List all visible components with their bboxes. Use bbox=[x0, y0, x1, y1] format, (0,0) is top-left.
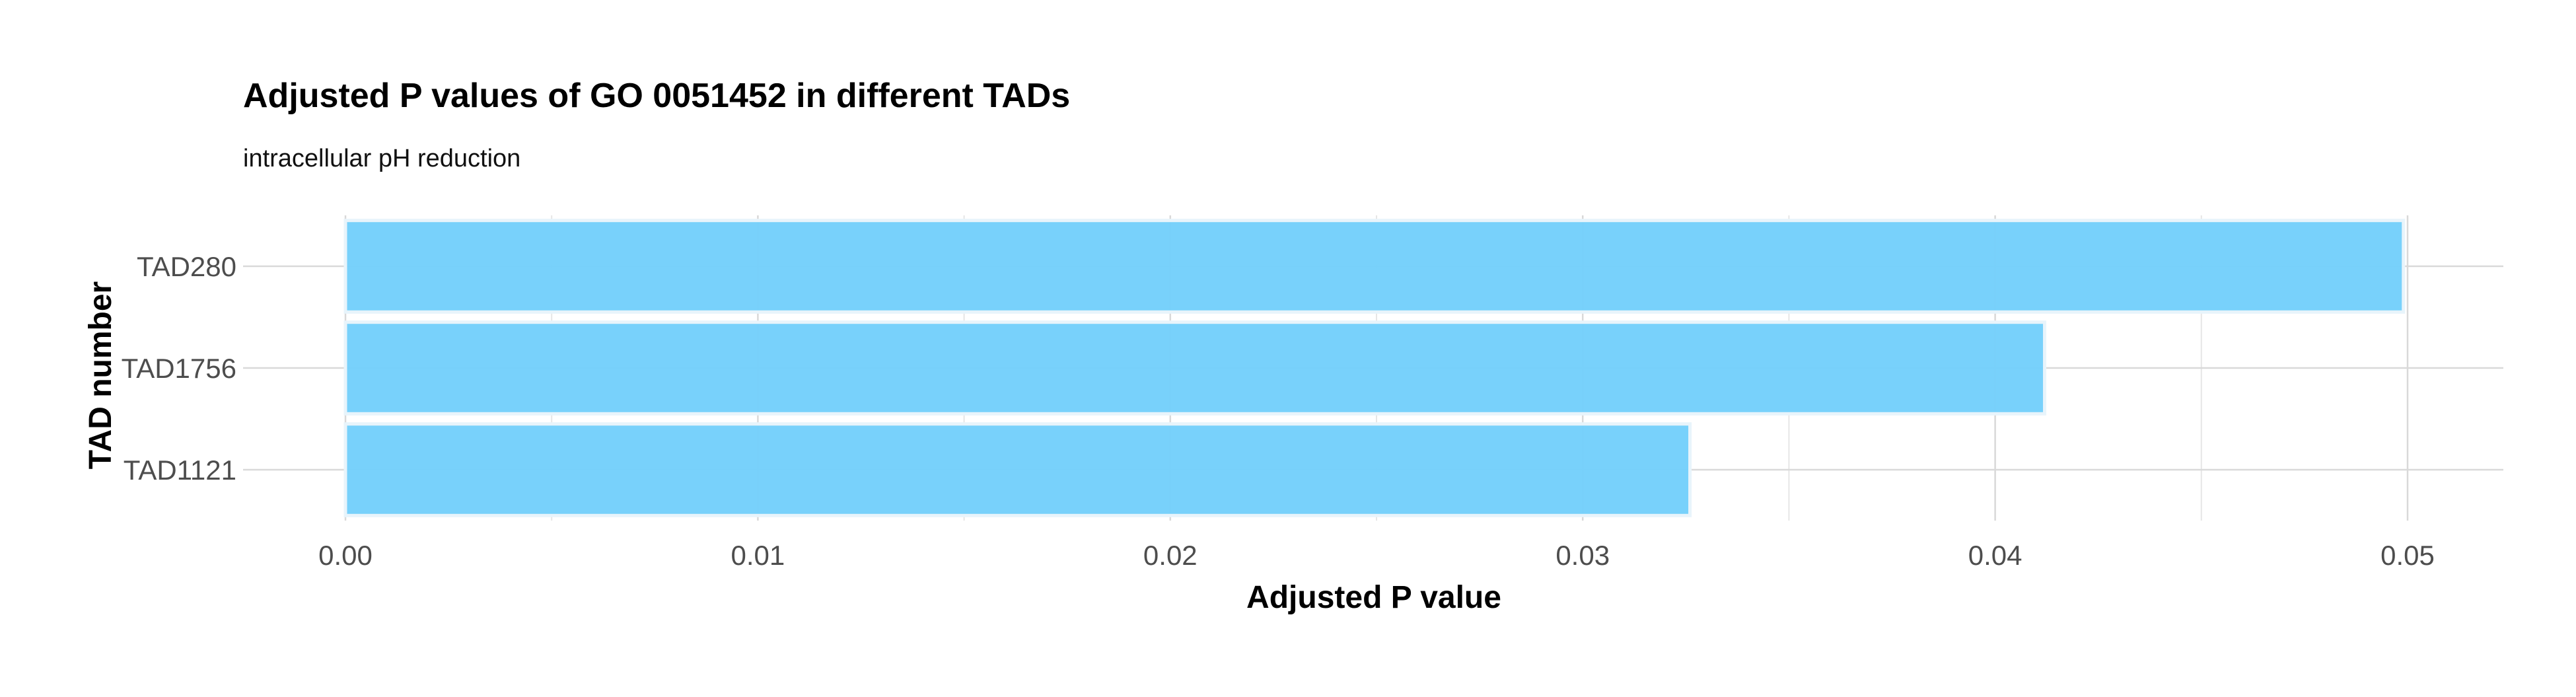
x-tick-label: 0.02 bbox=[1143, 540, 1198, 571]
tick-labels: 0.00 0.01 0.02 0.03 0.04 0.05 TAD280 TAD1756 TAD… bbox=[122, 251, 2435, 571]
bar-tad1756 bbox=[343, 320, 2047, 416]
x-tick-label: 0.05 bbox=[2380, 540, 2435, 571]
x-tick-label: 0.03 bbox=[1556, 540, 1610, 571]
x-axis-title: Adjusted P value bbox=[1246, 580, 1501, 615]
x-tick-label: 0.04 bbox=[1968, 540, 2022, 571]
y-tick-label: TAD280 bbox=[137, 251, 236, 282]
y-axis-title: TAD number bbox=[83, 281, 118, 469]
x-tick-label: 0.01 bbox=[731, 540, 785, 571]
chart-title: Adjusted P values of GO 0051452 in diffe… bbox=[243, 77, 1070, 115]
y-tick-label: TAD1756 bbox=[122, 353, 236, 384]
bar-tad1121 bbox=[343, 422, 1692, 517]
bars bbox=[343, 219, 2406, 517]
chart-subtitle: intracellular pH reduction bbox=[243, 145, 520, 172]
y-tick-label: TAD1121 bbox=[124, 455, 236, 486]
x-tick-label: 0.00 bbox=[318, 540, 373, 571]
bar-tad280 bbox=[343, 219, 2406, 314]
